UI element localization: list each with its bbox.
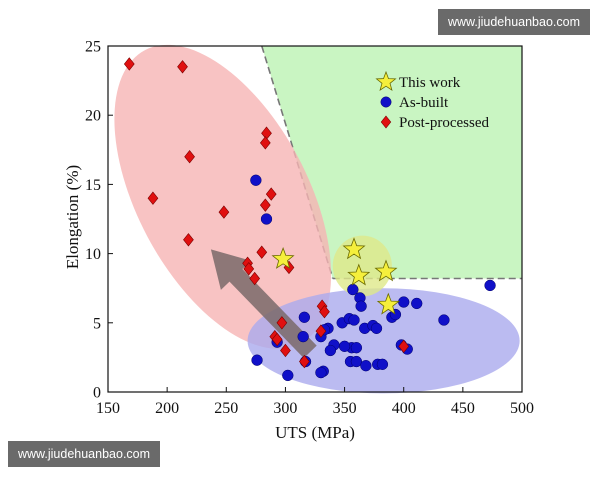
this-work-point-1 — [342, 237, 366, 260]
as-built-point-26 — [350, 355, 363, 368]
watermark-bottom: www.jiudehuanbao.com — [8, 441, 161, 467]
trend-arrow-shape — [210, 249, 317, 359]
x-tick-label-250: 250 — [214, 400, 238, 417]
y-axis-label: Elongation (%) — [63, 165, 82, 269]
post-processed-point-4 — [147, 191, 159, 205]
as-built-point-27 — [360, 360, 372, 372]
as-built-point-16 — [411, 297, 423, 310]
as-built-point-38 — [297, 330, 309, 343]
as-built-point-32 — [251, 354, 263, 366]
yellow-region — [332, 235, 392, 297]
data-points — [123, 57, 496, 382]
this-work-point-5 — [271, 246, 295, 269]
legend-marker-3 — [380, 115, 392, 129]
y-tick-label-10: 10 — [85, 246, 101, 263]
as-built-point-22 — [324, 344, 337, 357]
as-built-point-29 — [376, 358, 389, 370]
post-processed-point-8 — [259, 136, 271, 150]
legend-marker-1 — [375, 70, 397, 92]
as-built-point-40 — [338, 340, 351, 352]
post-processed-point-23 — [299, 354, 310, 369]
legend: This work As-built Post-processed — [375, 70, 489, 131]
post-processed-point-22 — [315, 324, 327, 338]
as-built-point-15 — [398, 296, 410, 308]
as-built-point-9 — [348, 314, 360, 326]
legend-label-1: This work — [399, 75, 461, 91]
trend-arrow — [210, 249, 317, 359]
x-tick-label-200: 200 — [155, 400, 179, 417]
axis-ticks: 150 200 250 300 350 400 450 500 0 5 10 15 20 25 — [85, 39, 534, 418]
y-tick-label-5: 5 — [93, 315, 101, 332]
watermark-top: www.jiudehuanbao.com — [437, 9, 590, 35]
y-tick-label-25: 25 — [85, 39, 101, 56]
x-tick-label-300: 300 — [273, 400, 297, 417]
post-processed-point-9 — [265, 187, 277, 201]
y-tick-label-15: 15 — [85, 177, 101, 194]
y-tick-label-20: 20 — [85, 108, 101, 125]
post-processed-point-13 — [243, 262, 255, 276]
x-tick-label-350: 350 — [333, 400, 357, 417]
post-processed-point-10 — [259, 198, 271, 212]
as-built-point-1 — [250, 174, 262, 186]
post-processed-point-5 — [183, 233, 194, 247]
post-processed-point-3 — [184, 150, 195, 164]
as-built-point-18 — [298, 311, 311, 323]
this-work-point-2 — [347, 263, 371, 286]
post-processed-point-17 — [319, 305, 330, 319]
post-processed-point-18 — [276, 316, 288, 330]
green-region — [261, 46, 522, 279]
y-tick-label-0: 0 — [93, 385, 101, 402]
blue-region — [247, 288, 520, 394]
legend-label-2: As-built — [399, 95, 449, 111]
as-built-point-12 — [370, 322, 383, 334]
as-built-point-24 — [350, 342, 363, 354]
x-axis-label: UTS (MPa) — [275, 423, 355, 442]
x-tick-label-450: 450 — [451, 400, 475, 417]
as-built-point-3 — [484, 279, 496, 292]
x-tick-label-500: 500 — [510, 400, 534, 417]
post-processed-point-2 — [177, 60, 188, 74]
this-work-point-4 — [376, 292, 400, 315]
legend-marker-2 — [380, 96, 392, 108]
legend-label-3: Post-processed — [399, 115, 489, 131]
this-work-point-3 — [374, 259, 398, 282]
as-built-point-33 — [282, 369, 294, 382]
red-region — [114, 44, 332, 349]
post-processed-point-6 — [218, 205, 230, 219]
post-processed-point-11 — [256, 245, 268, 259]
as-built-point-36 — [315, 366, 327, 379]
axes-frame — [107, 45, 523, 393]
post-processed-point-14 — [249, 271, 261, 286]
x-tick-label-150: 150 — [96, 400, 120, 417]
post-processed-point-21 — [280, 343, 291, 358]
x-tick-label-400: 400 — [392, 400, 416, 417]
as-built-point-17 — [438, 314, 450, 326]
post-processed-point-1 — [123, 57, 135, 71]
as-built-point-2 — [260, 213, 273, 225]
shaded-regions — [114, 44, 522, 394]
post-processed-point-20 — [271, 332, 283, 347]
as-built-point-6 — [355, 300, 367, 312]
post-processed-point-24 — [398, 339, 410, 354]
